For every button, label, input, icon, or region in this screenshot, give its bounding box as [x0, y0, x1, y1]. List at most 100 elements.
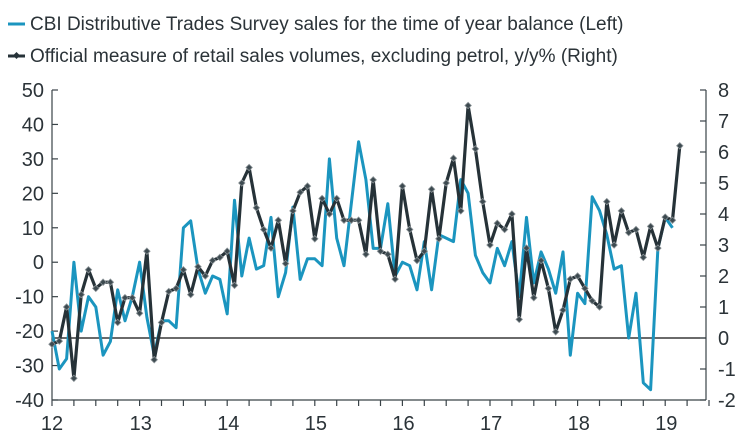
data-point-marker: [486, 241, 494, 249]
data-point-marker: [179, 266, 188, 274]
left-tick-label: -10: [15, 287, 44, 309]
left-tick-label: 30: [22, 149, 44, 171]
data-point-marker: [508, 210, 516, 218]
data-point-marker: [661, 213, 669, 221]
right-tick-label: 0: [718, 328, 729, 350]
right-axis-ticks: 8 7 6 5 4 3 2 1 0 -1 -2: [700, 80, 736, 412]
data-point-marker: [362, 250, 370, 259]
data-point-marker: [259, 225, 268, 234]
data-point-marker: [464, 101, 472, 110]
x-tick-label: 15: [305, 413, 327, 435]
left-axis-ticks: 50 40 30 20 10 0 -10 -20 -30 -40: [15, 80, 58, 412]
x-tick-label: 13: [130, 413, 152, 435]
data-point-marker: [332, 194, 341, 203]
data-point-marker: [121, 293, 129, 302]
data-point-marker: [500, 225, 509, 234]
data-point-marker: [194, 262, 202, 271]
data-point-marker: [99, 278, 107, 286]
data-point-marker: [303, 182, 312, 190]
legend-label-ons: Official measure of retail sales volumes…: [30, 46, 618, 67]
right-tick-label: 1: [718, 297, 729, 319]
data-point-marker: [55, 337, 64, 345]
data-point-marker: [544, 284, 553, 293]
data-point-marker: [201, 272, 210, 280]
right-tick-label: 4: [718, 204, 729, 226]
legend: CBI Distributive Trades Survey sales for…: [8, 14, 623, 67]
data-point-marker: [150, 355, 158, 364]
data-point-marker: [70, 374, 78, 383]
data-point-marker: [165, 287, 173, 296]
data-point-marker: [376, 247, 385, 255]
data-point-marker: [420, 247, 429, 255]
data-point-marker: [559, 306, 567, 314]
data-point-marker: [281, 259, 290, 268]
data-point-marker: [318, 194, 326, 203]
data-point-marker: [340, 216, 348, 224]
right-tick-label: 3: [718, 235, 729, 257]
x-tick-label: 19: [655, 413, 677, 435]
data-point-marker: [384, 250, 392, 259]
x-tick-label: 14: [217, 413, 239, 435]
data-point-marker: [478, 197, 487, 206]
data-point-marker: [515, 315, 523, 324]
data-point-marker: [325, 210, 334, 218]
data-point-marker: [354, 216, 363, 224]
legend-item-cbi: CBI Distributive Trades Survey sales for…: [8, 14, 623, 35]
x-tick-label: 12: [41, 413, 63, 435]
data-point-marker: [442, 179, 450, 187]
data-point-marker: [77, 290, 85, 299]
x-axis-ticks: 12 13 14 15 16 17 18 19: [41, 400, 710, 435]
series-layer: [48, 101, 684, 392]
data-point-marker: [398, 182, 407, 190]
right-tick-label: 6: [718, 142, 729, 164]
series-ons: [48, 101, 684, 383]
legend-label-cbi: CBI Distributive Trades Survey sales for…: [30, 14, 623, 35]
data-point-marker: [581, 284, 589, 293]
data-point-marker: [216, 253, 224, 262]
left-tick-label: 40: [22, 114, 44, 136]
right-tick-label: 7: [718, 111, 729, 133]
left-tick-label: 50: [22, 80, 44, 102]
data-point-marker: [610, 241, 618, 249]
data-point-marker: [573, 272, 582, 280]
left-tick-label: -40: [15, 390, 44, 412]
data-point-marker: [624, 228, 633, 237]
left-tick-label: 0: [33, 252, 44, 274]
data-point-marker: [311, 235, 319, 243]
data-point-marker: [48, 340, 56, 348]
data-point-marker: [413, 256, 421, 265]
data-point-marker: [405, 225, 414, 234]
right-tick-label: 2: [718, 266, 729, 288]
data-point-marker: [172, 284, 180, 293]
data-point-marker: [668, 216, 677, 224]
data-point-marker: [128, 293, 137, 302]
left-tick-label: -30: [15, 356, 44, 378]
data-point-marker: [646, 222, 655, 231]
x-tick-label: 16: [392, 413, 414, 435]
right-tick-label: 5: [718, 173, 729, 195]
data-point-marker: [551, 328, 560, 336]
data-point-marker: [617, 207, 626, 215]
data-point-marker: [267, 244, 275, 252]
data-point-marker: [457, 207, 465, 215]
x-tick-label: 18: [568, 413, 590, 435]
data-point-marker: [106, 278, 115, 286]
data-point-marker: [157, 318, 166, 327]
data-point-marker: [676, 142, 684, 150]
data-point-marker: [186, 290, 195, 299]
data-point-marker: [632, 225, 640, 234]
x-tick-label: 17: [480, 413, 502, 435]
data-point-marker: [84, 266, 93, 274]
data-point-marker: [493, 219, 502, 228]
data-point-marker: [296, 188, 304, 197]
left-tick-label: 20: [22, 183, 44, 205]
data-point-marker: [566, 275, 575, 283]
data-point-marker: [135, 309, 144, 317]
data-point-marker: [62, 303, 71, 311]
data-point-marker: [347, 216, 356, 224]
data-point-marker: [588, 297, 596, 305]
data-point-marker: [369, 176, 377, 184]
data-point-marker: [427, 185, 436, 193]
